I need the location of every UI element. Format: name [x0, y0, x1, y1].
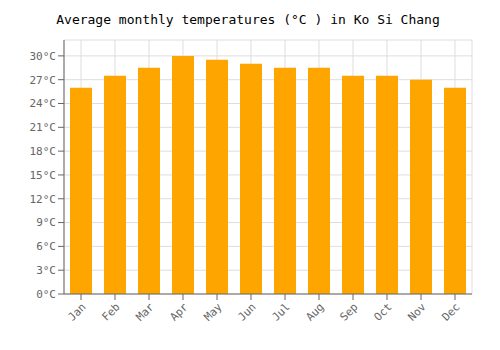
svg-text:9°C: 9°C	[36, 216, 56, 229]
svg-text:May: May	[201, 300, 225, 324]
svg-text:Feb: Feb	[99, 300, 122, 323]
svg-text:Oct: Oct	[371, 300, 394, 323]
svg-text:Mar: Mar	[133, 300, 157, 324]
svg-text:18°C: 18°C	[30, 145, 57, 158]
svg-text:0°C: 0°C	[36, 288, 56, 301]
svg-text:15°C: 15°C	[30, 169, 57, 182]
svg-text:6°C: 6°C	[36, 240, 56, 253]
svg-text:Jul: Jul	[269, 300, 292, 323]
svg-text:24°C: 24°C	[30, 97, 57, 110]
svg-text:3°C: 3°C	[36, 264, 56, 277]
svg-text:30°C: 30°C	[30, 50, 57, 63]
svg-text:Jun: Jun	[235, 300, 258, 323]
svg-text:Nov: Nov	[405, 300, 429, 324]
html-text:Average monthly temperatures (: Average monthly temperatures (°C ) in Ko…	[56, 12, 440, 27]
svg-text:Aug: Aug	[303, 300, 326, 323]
svg-text:Dec: Dec	[439, 300, 462, 323]
svg-text:27°C: 27°C	[30, 74, 57, 87]
svg-text:12°C: 12°C	[30, 193, 57, 206]
svg-text:Jan: Jan	[65, 300, 88, 323]
svg-text:21°C: 21°C	[30, 121, 57, 134]
svg-text:Apr: Apr	[167, 300, 191, 324]
svg-text:Sep: Sep	[337, 300, 360, 323]
